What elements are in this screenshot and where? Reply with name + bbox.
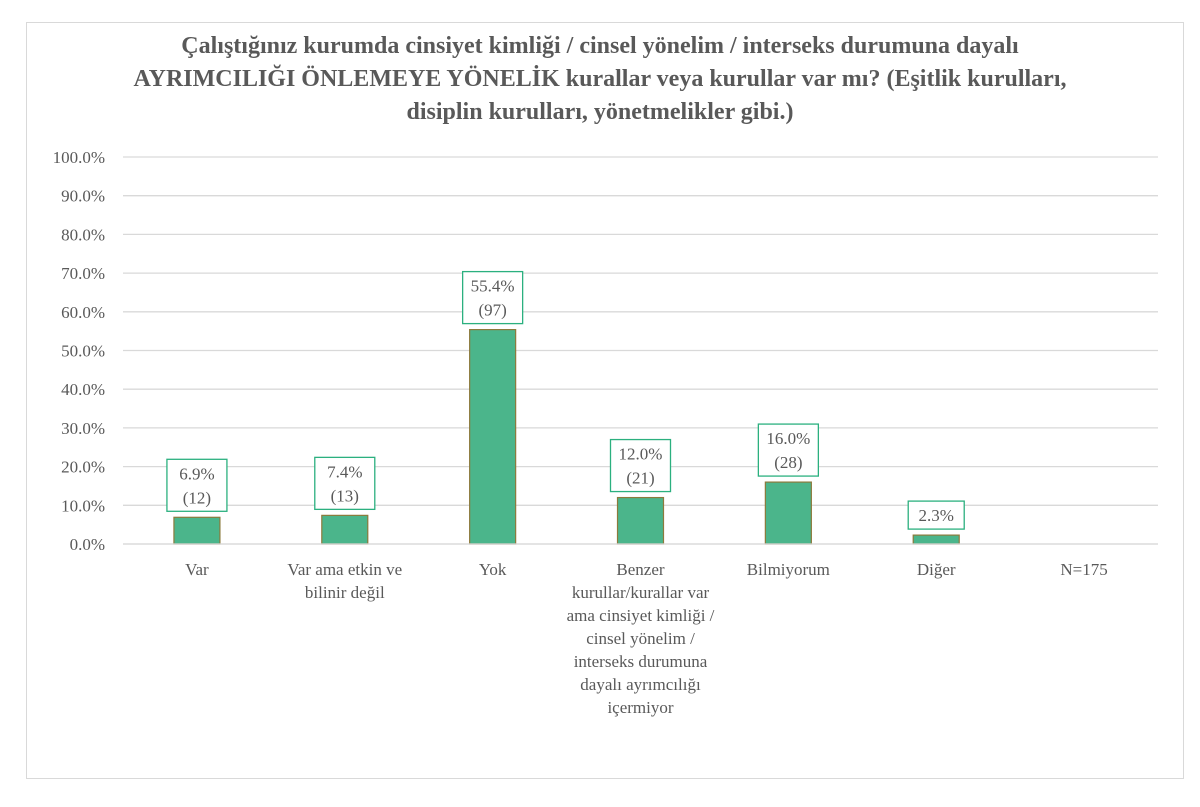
- y-tick-label: 10.0%: [61, 496, 105, 515]
- y-tick-label: 0.0%: [70, 535, 105, 554]
- y-tick-label: 50.0%: [61, 342, 105, 361]
- y-tick-label: 100.0%: [53, 148, 105, 167]
- data-label-count: (13): [331, 486, 359, 505]
- data-label-percent: 16.0%: [766, 429, 810, 448]
- data-label-box: [461, 270, 524, 325]
- chart-frame: [26, 22, 1184, 779]
- chart-title: Çalıştığınız kurumda cinsiyet kimliği / …: [133, 33, 1067, 125]
- data-label-box: [314, 456, 376, 511]
- data-label-count: (12): [183, 488, 211, 507]
- y-tick-label: 40.0%: [61, 380, 105, 399]
- bar: [173, 516, 221, 545]
- data-label-box: [166, 458, 228, 512]
- data-label-percent: 2.3%: [919, 506, 954, 525]
- data-label-box: [907, 500, 965, 530]
- y-tick-label: 60.0%: [61, 303, 105, 322]
- data-label-percent: 12.0%: [619, 445, 663, 464]
- data-label-count: (28): [774, 453, 802, 472]
- data-label-percent: 6.9%: [179, 464, 214, 483]
- category-label: Benzer kurullar/kurallar var ama cinsiye…: [566, 560, 715, 717]
- data-label-box: [609, 438, 672, 493]
- category-label: N=175: [1060, 560, 1108, 579]
- category-label: Var: [185, 560, 209, 579]
- bar: [321, 514, 369, 545]
- data-label-count: (21): [626, 469, 654, 488]
- bar: [912, 534, 960, 545]
- data-label-percent: 55.4%: [471, 277, 515, 296]
- bar: [616, 496, 665, 545]
- category-label: Diğer: [916, 560, 956, 579]
- category-label: Yok: [478, 560, 507, 579]
- bar: [764, 481, 812, 545]
- bar: [469, 329, 517, 545]
- data-label-box: [757, 423, 820, 477]
- category-label: Bilmiyorum: [746, 560, 830, 579]
- y-tick-label: 80.0%: [61, 225, 105, 244]
- y-tick-label: 30.0%: [61, 419, 105, 438]
- y-tick-label: 20.0%: [61, 458, 105, 477]
- data-label-percent: 7.4%: [327, 462, 362, 481]
- y-tick-label: 90.0%: [61, 187, 105, 206]
- data-label-count: (97): [478, 301, 506, 320]
- category-label: Var ama etkin ve bilinir değil: [287, 560, 403, 602]
- y-tick-label: 70.0%: [61, 264, 105, 283]
